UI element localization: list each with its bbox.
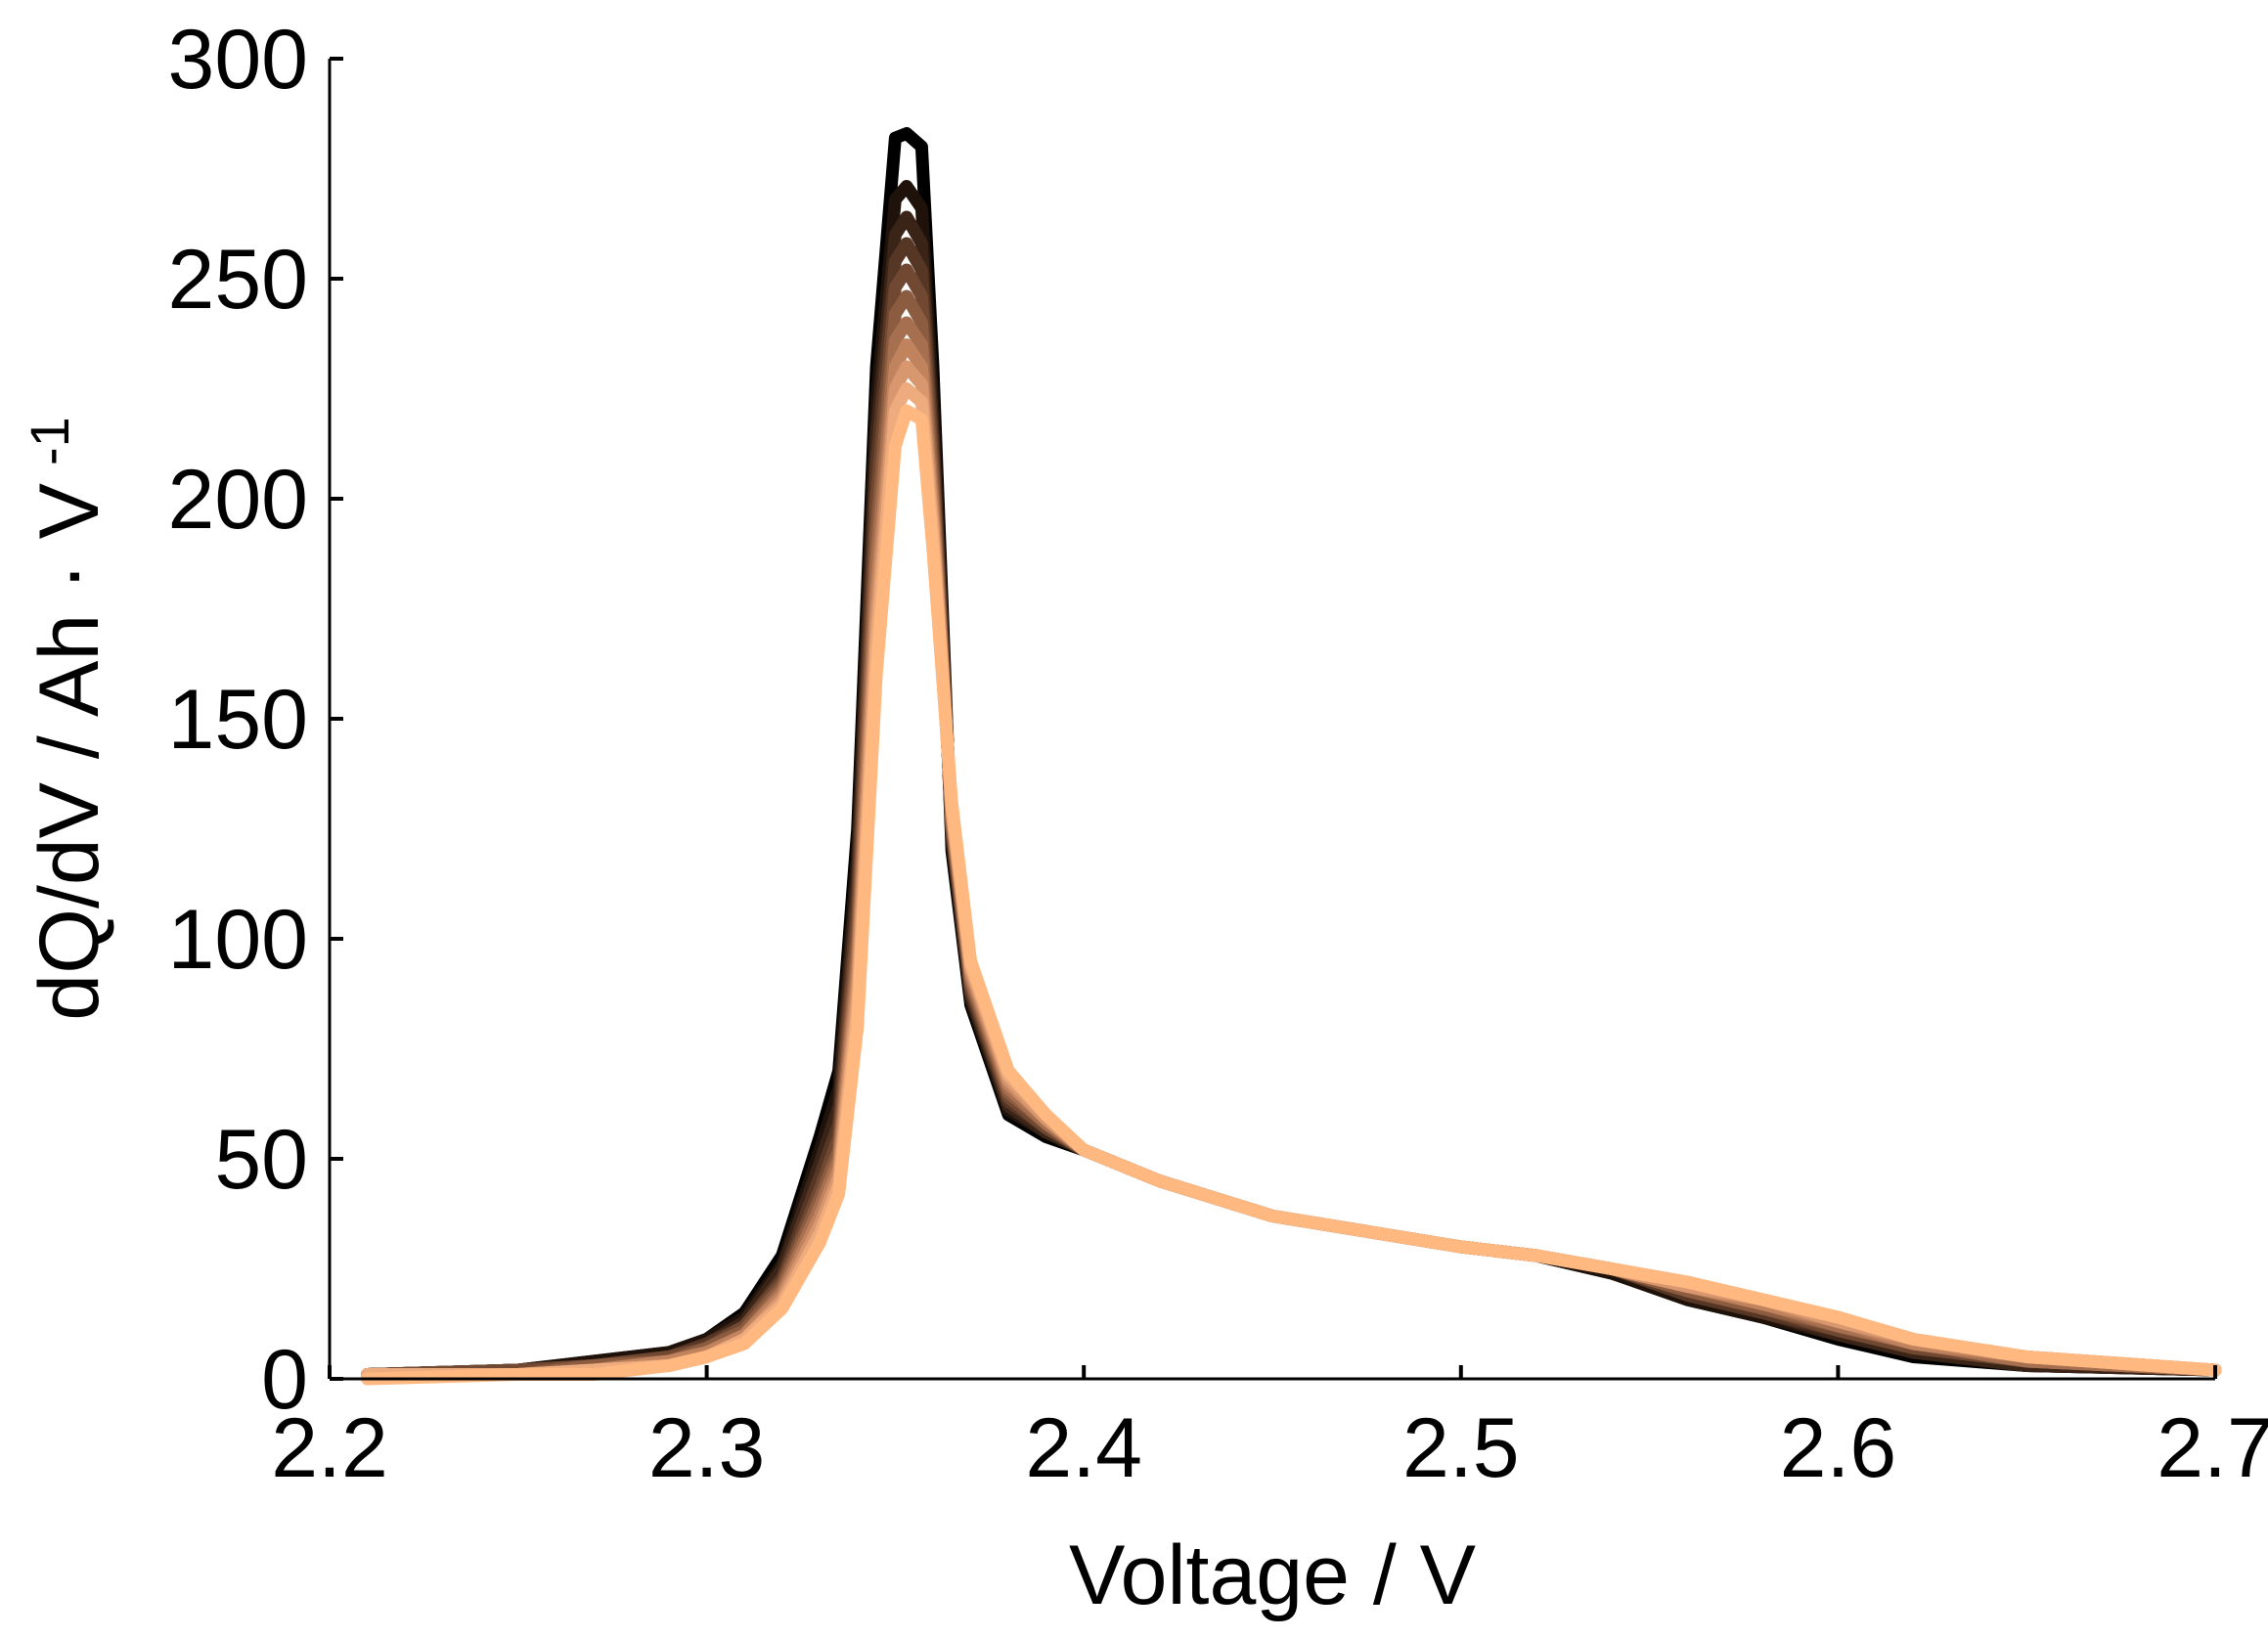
x-tick-label: 2.3 [648, 1401, 766, 1495]
plot-area [361, 127, 2222, 1386]
series-line-2 [361, 180, 2222, 1381]
axes-layer: 2.2 2.3 2.4 2.5 2.6 2.7 0 50 100 150 200 250 300 [168, 13, 2268, 1495]
series-line-11 [361, 404, 2222, 1386]
x-tick-label: 2.4 [1025, 1401, 1142, 1495]
y-ticks: 0 50 100 150 200 250 300 [168, 13, 343, 1427]
series-line-10 [361, 382, 2222, 1381]
x-tick-label: 2.5 [1402, 1401, 1520, 1495]
y-tick-label: 250 [168, 233, 309, 327]
series-line-5 [361, 263, 2222, 1381]
y-axis-title-text: dQ/dV / Ah · V [22, 483, 116, 1021]
x-tick-label: 2.7 [2157, 1401, 2268, 1495]
y-axis-title: dQ/dV / Ah · V -1 [19, 417, 116, 1021]
y-tick-label: 200 [168, 453, 309, 547]
series-layer [361, 127, 2222, 1386]
x-ticks: 2.2 2.3 2.4 2.5 2.6 2.7 [271, 1365, 2268, 1495]
y-tick-label: 300 [168, 13, 309, 107]
y-tick-label: 0 [261, 1333, 308, 1427]
y-tick-label: 100 [168, 893, 309, 987]
series-line-3 [361, 210, 2222, 1381]
y-tick-label: 150 [168, 673, 309, 767]
y-tick-label: 50 [214, 1113, 308, 1207]
series-line-4 [361, 237, 2222, 1381]
y-axis-title-exponent: -1 [19, 417, 80, 465]
x-axis-title: Voltage / V [1069, 1528, 1476, 1622]
series-line-1 [361, 127, 2222, 1381]
x-tick-label: 2.6 [1780, 1401, 1897, 1495]
x-tick-label: 2.2 [271, 1401, 388, 1495]
